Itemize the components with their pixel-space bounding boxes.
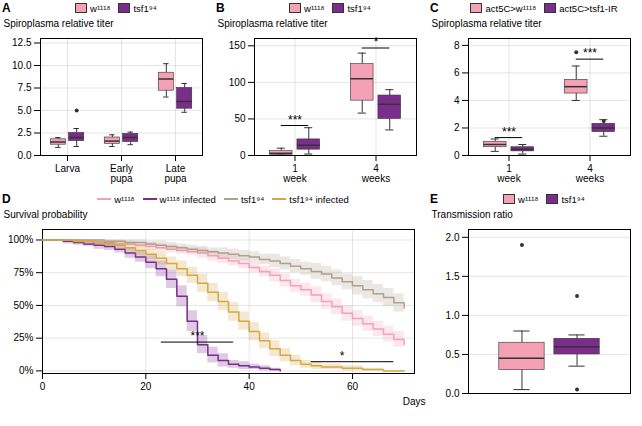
svg-text:4weeks: 4weeks [575,163,604,184]
html-text:tsf1⁹⁴: tsf1⁹⁴ [240,193,265,205]
html-text:w¹¹¹⁸: w¹¹¹⁸ [304,2,325,14]
svg-text:Days: Days [403,396,426,407]
html-text:C: C [430,1,439,15]
svg-text:1.5: 1.5 [446,271,460,282]
html-text:w¹¹¹⁸: w¹¹¹⁸ [90,2,111,14]
svg-text:***: *** [288,113,302,127]
svg-text:Larva: Larva [55,163,80,174]
svg-text:100: 100 [229,77,246,88]
svg-text:0%: 0% [19,365,34,376]
svg-text:0.0: 0.0 [18,150,32,161]
html-text:w¹¹¹⁸: w¹¹¹⁸ [518,193,539,205]
svg-text:0.0: 0.0 [446,388,460,399]
html-text:tsf1⁹⁴ infected: tsf1⁹⁴ infected [289,193,349,205]
svg-text:Survival probability: Survival probability [4,209,88,220]
svg-text:25%: 25% [13,332,33,343]
svg-text:8: 8 [454,40,460,51]
svg-text:12.5: 12.5 [12,37,32,48]
svg-text:Spiroplasma relative titer: Spiroplasma relative titer [432,18,543,29]
html-text:D: D [2,192,11,206]
svg-text:75%: 75% [13,267,33,278]
html-text:A: A [2,1,11,15]
svg-text:2.0: 2.0 [446,232,460,243]
svg-text:1.0: 1.0 [446,310,460,321]
svg-text:1week: 1week [496,163,521,184]
svg-text:50: 50 [234,113,246,124]
svg-text:0: 0 [40,381,46,392]
svg-text:0: 0 [240,150,246,161]
svg-text:20: 20 [140,381,152,392]
html-text:B: B [216,1,225,15]
svg-text:Spiroplasma relative titer: Spiroplasma relative titer [218,18,329,29]
svg-text:50%: 50% [13,300,33,311]
svg-text:4: 4 [454,95,460,106]
svg-text:60: 60 [347,381,359,392]
svg-text:4weeks: 4weeks [361,163,390,184]
html-text:tsf1⁹⁴: tsf1⁹⁴ [347,2,371,14]
svg-text:150: 150 [229,40,246,51]
html-text:tsf1⁹⁴: tsf1⁹⁴ [561,193,585,205]
html-text:act5C>w¹¹¹⁸: act5C>w¹¹¹⁸ [485,2,537,14]
html-text:tsf1⁹⁴: tsf1⁹⁴ [133,2,157,14]
svg-text:6: 6 [454,67,460,78]
svg-text:1week: 1week [282,163,307,184]
svg-text:Earlypupa: Earlypupa [110,163,133,184]
svg-text:Transmission ratio: Transmission ratio [432,209,514,220]
svg-text:Spiroplasma relative titer: Spiroplasma relative titer [4,18,115,29]
html-text:act5C>tsf1-IR: act5C>tsf1-IR [559,2,618,14]
svg-text:7.5: 7.5 [18,82,32,93]
svg-text:100%: 100% [8,234,34,245]
svg-text:10.0: 10.0 [12,60,32,71]
svg-text:***: *** [502,125,516,139]
svg-text:2: 2 [454,122,460,133]
svg-text:***: *** [583,46,597,60]
svg-text:0.5: 0.5 [446,349,460,360]
html-text:w¹¹¹⁸: w¹¹¹⁸ [114,193,135,205]
svg-text:2.5: 2.5 [18,127,32,138]
html-text:w¹¹¹⁸ infected: w¹¹¹⁸ infected [159,193,216,205]
svg-text:40: 40 [244,381,256,392]
svg-text:***: *** [190,329,204,343]
svg-text:5.0: 5.0 [18,105,32,116]
svg-text:Latepupa: Latepupa [164,163,187,184]
html-text:E: E [430,192,438,206]
svg-text:*: * [340,349,345,363]
svg-text:*: * [374,35,379,49]
svg-text:0: 0 [454,150,460,161]
